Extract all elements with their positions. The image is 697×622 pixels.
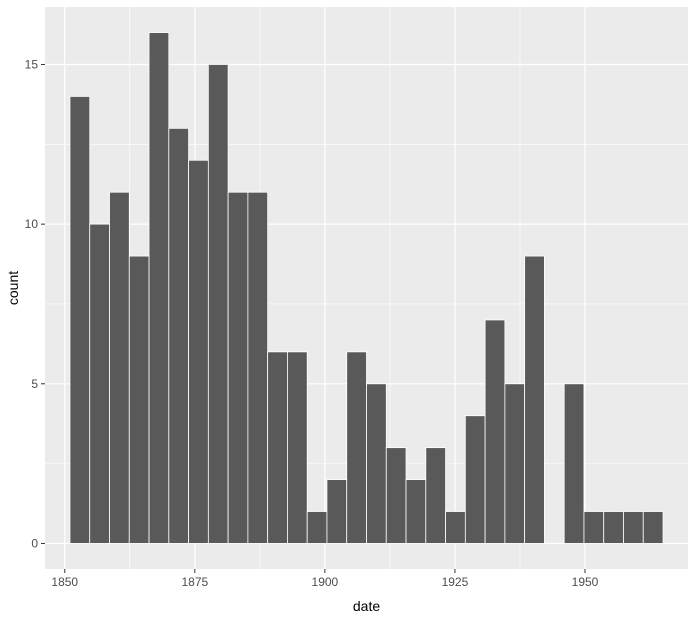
x-axis: 1850 1875 1900 1925 1950 (51, 569, 599, 589)
histogram-bar (109, 191, 130, 544)
x-tick-label: 1925 (442, 575, 469, 589)
histogram-bar (623, 511, 644, 544)
histogram-bar (385, 447, 407, 544)
histogram-bar (326, 479, 348, 544)
x-tick-label: 1950 (572, 575, 599, 589)
histogram-bar (267, 351, 288, 544)
x-tick-label: 1875 (181, 575, 208, 589)
histogram-bar (524, 255, 545, 544)
histogram-bar (287, 351, 308, 544)
y-tick-label: 0 (31, 536, 38, 550)
histogram-bar (306, 511, 328, 544)
y-axis: 0 5 10 15 (25, 57, 45, 550)
histogram-bar (425, 447, 446, 544)
histogram-bar (227, 191, 249, 544)
histogram-bar (128, 255, 150, 544)
histogram-bars (69, 32, 664, 544)
x-tick-label: 1850 (51, 575, 78, 589)
y-tick-label: 15 (25, 57, 39, 71)
x-axis-title: date (353, 598, 380, 614)
histogram-bar (484, 319, 506, 544)
histogram-bar (366, 383, 387, 544)
histogram-bar (504, 383, 526, 544)
histogram-bar (247, 191, 269, 544)
histogram-bar (445, 511, 466, 544)
histogram-bar (188, 159, 209, 544)
y-tick-label: 5 (31, 377, 38, 391)
y-tick-label: 10 (25, 217, 39, 231)
histogram-bar (168, 127, 189, 544)
histogram-bar (563, 383, 585, 544)
histogram-bar (464, 415, 486, 544)
histogram-bar (642, 511, 664, 544)
histogram-bar (346, 351, 367, 544)
x-tick-label: 1900 (312, 575, 339, 589)
y-axis-title: count (5, 271, 21, 305)
histogram-bar (207, 64, 229, 544)
histogram-bar (405, 479, 427, 544)
histogram-bar (603, 511, 624, 544)
histogram-bar (148, 32, 170, 544)
histogram-bar (69, 96, 91, 544)
histogram-bar (583, 511, 605, 544)
histogram-bar (89, 223, 110, 544)
